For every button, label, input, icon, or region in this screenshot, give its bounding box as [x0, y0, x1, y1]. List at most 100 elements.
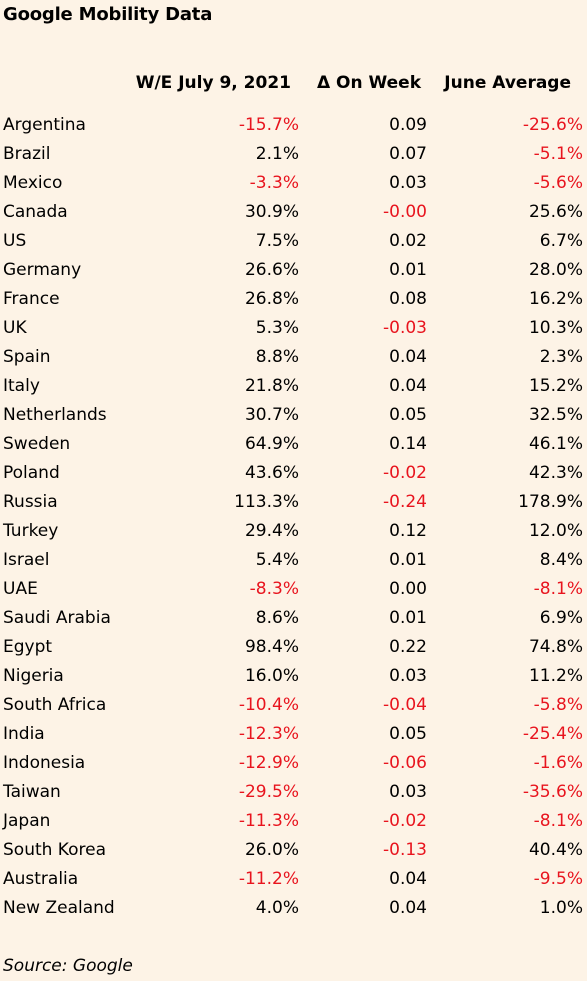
change-value: 0.08 [389, 289, 427, 309]
change-value: 0.04 [389, 376, 427, 396]
week-value: 8.8% [255, 347, 299, 367]
table-row: Indonesia -12.9% -0.06 -1.6% [0, 751, 587, 780]
change-value: -0.03 [383, 318, 427, 338]
week-value: -11.2% [238, 869, 299, 889]
week-value: -11.3% [238, 811, 299, 831]
table-row: Spain 8.8% 0.04 2.3% [0, 345, 587, 374]
country-name: UAE [3, 579, 38, 599]
table-row: South Korea 26.0% -0.13 40.4% [0, 838, 587, 867]
week-value: -15.7% [238, 115, 299, 135]
table-row: South Africa -10.4% -0.04 -5.8% [0, 693, 587, 722]
change-value: 0.03 [389, 173, 427, 193]
change-value: -0.00 [383, 202, 427, 222]
week-value: 4.0% [255, 898, 299, 918]
change-value: 0.02 [389, 231, 427, 251]
june-value: -8.1% [533, 811, 583, 831]
table-row: India -12.3% 0.05 -25.4% [0, 722, 587, 751]
week-value: 8.6% [255, 608, 299, 628]
change-value: 0.04 [389, 898, 427, 918]
table-title: Google Mobility Data [3, 4, 213, 25]
june-value: 6.9% [539, 608, 583, 628]
change-value: 0.03 [389, 782, 427, 802]
change-value: -0.02 [383, 463, 427, 483]
country-name: Italy [3, 376, 40, 396]
country-name: Turkey [3, 521, 59, 541]
table-row: Taiwan -29.5% 0.03 -35.6% [0, 780, 587, 809]
country-name: Australia [3, 869, 79, 889]
week-value: 26.0% [244, 840, 299, 860]
change-value: 0.12 [389, 521, 427, 541]
june-value: 1.0% [539, 898, 583, 918]
week-value: -8.3% [249, 579, 299, 599]
june-value: -35.6% [522, 782, 583, 802]
week-value: 64.9% [244, 434, 299, 454]
country-name: Nigeria [3, 666, 64, 686]
country-name: Brazil [3, 144, 51, 164]
table-row: UK 5.3% -0.03 10.3% [0, 316, 587, 345]
table-body: Argentina -15.7% 0.09 -25.6% Brazil 2.1% 0.07 -… [0, 113, 587, 925]
country-name: US [3, 231, 27, 251]
change-value: 0.22 [389, 637, 427, 657]
june-value: 42.3% [528, 463, 583, 483]
week-value: -12.9% [238, 753, 299, 773]
change-value: 0.09 [389, 115, 427, 135]
change-value: 0.01 [389, 608, 427, 628]
change-value: 0.04 [389, 347, 427, 367]
country-name: Saudi Arabia [3, 608, 111, 628]
country-name: Taiwan [3, 782, 61, 802]
table-row: Turkey 29.4% 0.12 12.0% [0, 519, 587, 548]
week-value: -12.3% [238, 724, 299, 744]
country-name: Poland [3, 463, 60, 483]
table-row: Netherlands 30.7% 0.05 32.5% [0, 403, 587, 432]
week-value: -29.5% [238, 782, 299, 802]
week-value: 26.6% [244, 260, 299, 280]
change-value: 0.01 [389, 260, 427, 280]
june-value: -8.1% [533, 579, 583, 599]
table-row: Japan -11.3% -0.02 -8.1% [0, 809, 587, 838]
change-value: 0.03 [389, 666, 427, 686]
table-row: Poland 43.6% -0.02 42.3% [0, 461, 587, 490]
june-value: -5.8% [533, 695, 583, 715]
change-value: -0.02 [383, 811, 427, 831]
week-value: 16.0% [244, 666, 299, 686]
june-value: 32.5% [528, 405, 583, 425]
table-row: Sweden 64.9% 0.14 46.1% [0, 432, 587, 461]
week-value: 30.7% [244, 405, 299, 425]
table-row: Argentina -15.7% 0.09 -25.6% [0, 113, 587, 142]
june-value: 11.2% [528, 666, 583, 686]
change-value: -0.04 [383, 695, 427, 715]
table-row: New Zealand 4.0% 0.04 1.0% [0, 896, 587, 925]
change-value: 0.05 [389, 724, 427, 744]
june-value: 8.4% [539, 550, 583, 570]
table-row: Italy 21.8% 0.04 15.2% [0, 374, 587, 403]
june-value: 10.3% [528, 318, 583, 338]
week-value: 5.3% [255, 318, 299, 338]
country-name: Canada [3, 202, 68, 222]
june-value: 28.0% [528, 260, 583, 280]
june-value: 15.2% [528, 376, 583, 396]
table-row: Saudi Arabia 8.6% 0.01 6.9% [0, 606, 587, 635]
table-row: Germany 26.6% 0.01 28.0% [0, 258, 587, 287]
country-name: South Korea [3, 840, 107, 860]
change-value: 0.05 [389, 405, 427, 425]
june-value: -9.5% [533, 869, 583, 889]
table-row: Australia -11.2% 0.04 -9.5% [0, 867, 587, 896]
country-name: Argentina [3, 115, 86, 135]
june-value: 6.7% [539, 231, 583, 251]
country-name: Russia [3, 492, 58, 512]
june-value: -5.1% [533, 144, 583, 164]
june-value: 16.2% [528, 289, 583, 309]
country-name: India [3, 724, 45, 744]
week-value: 43.6% [244, 463, 299, 483]
country-name: Netherlands [3, 405, 107, 425]
country-name: France [3, 289, 60, 309]
country-name: Spain [3, 347, 51, 367]
june-value: 40.4% [528, 840, 583, 860]
table-row: Nigeria 16.0% 0.03 11.2% [0, 664, 587, 693]
change-value: 0.14 [389, 434, 427, 454]
june-value: -5.6% [533, 173, 583, 193]
june-value: -25.6% [522, 115, 583, 135]
june-value: 46.1% [528, 434, 583, 454]
week-value: 113.3% [234, 492, 299, 512]
change-value: -0.24 [383, 492, 427, 512]
